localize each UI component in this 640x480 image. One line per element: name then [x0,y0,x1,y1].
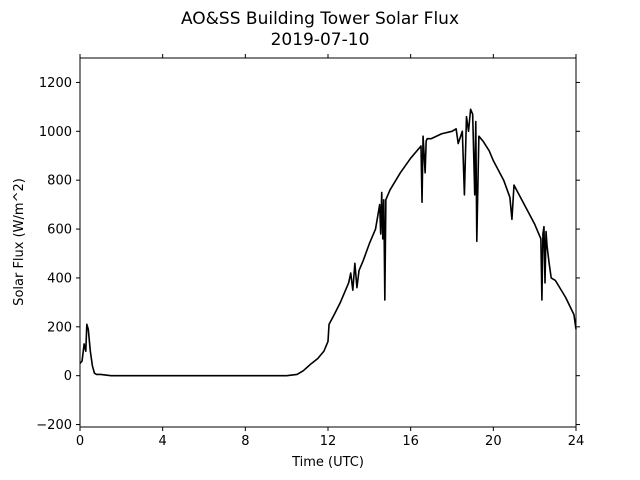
y-axis-label: Solar Flux (W/m^2) [12,178,27,306]
chart-title: AO&SS Building Tower Solar Flux [181,9,459,29]
x-tick-label: 16 [402,434,419,449]
data-line-layer [79,108,577,377]
chart-subtitle: 2019-07-10 [271,30,370,50]
x-axis: 0 4 8 12 16 20 24 [76,54,584,449]
x-tick-label: 8 [241,434,249,449]
y-tick-label: 800 [47,174,72,189]
y-tick-label: −200 [36,418,72,433]
x-tick-label: 20 [485,434,502,449]
y-tick-label: 1000 [39,125,72,140]
plot-background [80,58,576,427]
x-tick-label: 4 [159,434,167,449]
y-tick-label: 1200 [39,76,72,91]
y-axis: −200 0 200 400 600 800 1000 1200 [36,76,580,433]
x-tick-label: 12 [320,434,337,449]
plot-area [79,57,577,428]
x-tick-label: 0 [76,434,84,449]
y-tick-label: 400 [47,271,72,286]
y-tick-label: 200 [47,320,72,335]
series-line-0 [79,108,577,377]
y-tick-label: 0 [64,369,72,384]
x-axis-label: Time (UTC) [291,455,364,470]
y-tick-label: 600 [47,223,72,238]
x-tick-label: 24 [568,434,585,449]
